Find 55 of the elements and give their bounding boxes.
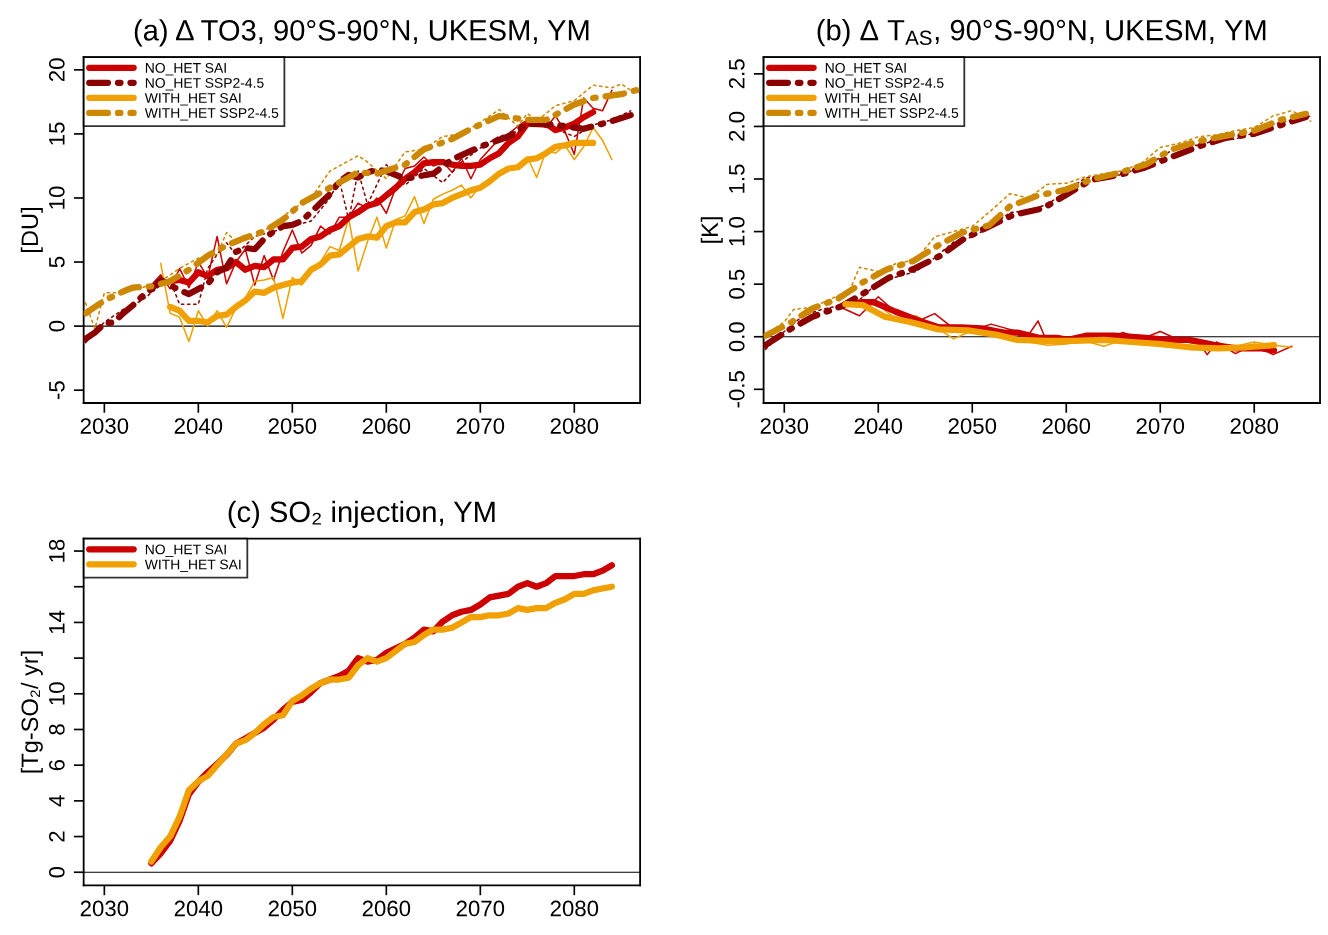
x-tick-label: 2050 — [948, 418, 997, 434]
y-axis-title: [DU] — [20, 208, 43, 252]
y-tick-label: 0 — [48, 866, 65, 878]
y-tick-label: 0.0 — [728, 322, 745, 352]
y-tick-label: 1.0 — [728, 217, 745, 246]
x-tick-label: 2070 — [1136, 418, 1185, 434]
y-tick-label: 1.5 — [729, 164, 745, 193]
legend-label: WITH_HET SAI — [824, 93, 921, 106]
legend-label: NO_HET SAI — [145, 544, 226, 557]
y-tick-label: 5 — [49, 256, 65, 268]
x-tick-label: 2050 — [268, 900, 317, 917]
y-tick-label: 6 — [48, 759, 65, 771]
y-tick-label: 10 — [48, 682, 65, 705]
legend-label: WITH_HET SAI — [144, 93, 241, 106]
legend-label: WITH_HET SSP2-4.5 — [824, 108, 959, 121]
x-tick-label: 2070 — [456, 418, 505, 434]
y-tick-label: -5 — [49, 381, 65, 400]
legend-label: NO_HET SSP2-4.5 — [145, 77, 264, 91]
y-tick-label: 10 — [48, 186, 65, 209]
x-tick-label: 2070 — [456, 900, 505, 917]
x-tick-label: 2030 — [80, 418, 129, 434]
legend-label: NO_HET SSP2-4.5 — [825, 77, 944, 91]
x-tick-label: 2040 — [854, 418, 903, 434]
y-tick-label: 20 — [48, 58, 65, 82]
y-tick-label: 15 — [49, 122, 65, 145]
chart-title: (a) Δ TO3, 90°S-90°N, UKESM, YM — [134, 19, 589, 47]
x-tick-label: 2060 — [362, 418, 411, 434]
y-axis-title: [Tg-SO₂/ yr] — [20, 651, 43, 773]
y-tick-label: 18 — [48, 539, 65, 562]
x-tick-label: 2060 — [362, 900, 411, 917]
x-tick-label: 2080 — [550, 900, 599, 917]
y-tick-label: 2.0 — [728, 111, 745, 141]
y-tick-label: 2 — [48, 831, 65, 842]
y-axis-title: [K] — [700, 217, 723, 243]
y-tick-label: -0.5 — [728, 371, 745, 408]
x-tick-label: 2040 — [174, 418, 223, 434]
chart-title: (c) SO₂ injection, YM — [228, 500, 495, 528]
y-tick-label: 2.5 — [728, 59, 745, 89]
y-tick-label: 4 — [49, 795, 65, 807]
legend-label: NO_HET SAI — [145, 62, 226, 76]
y-tick-label: 8 — [48, 724, 65, 735]
legend-label: WITH_HET SSP2-4.5 — [144, 108, 279, 121]
y-tick-label: 14 — [49, 610, 65, 634]
chart-title: (b) Δ T$_{AS}$, 90°S-90°N, UKESM, YM — [817, 19, 1266, 47]
x-tick-label: 2060 — [1042, 418, 1091, 434]
x-tick-label: 2080 — [550, 418, 599, 434]
legend-label: WITH_HET SAI — [144, 559, 241, 572]
x-tick-label: 2030 — [760, 418, 809, 434]
y-tick-label: 0 — [48, 320, 65, 332]
x-tick-label: 2030 — [80, 900, 129, 917]
x-tick-label: 2050 — [268, 418, 317, 434]
x-tick-label: 2040 — [174, 900, 223, 917]
y-tick-label: 0.5 — [728, 269, 745, 299]
x-tick-label: 2080 — [1230, 418, 1279, 434]
legend-label: NO_HET SAI — [825, 62, 906, 76]
